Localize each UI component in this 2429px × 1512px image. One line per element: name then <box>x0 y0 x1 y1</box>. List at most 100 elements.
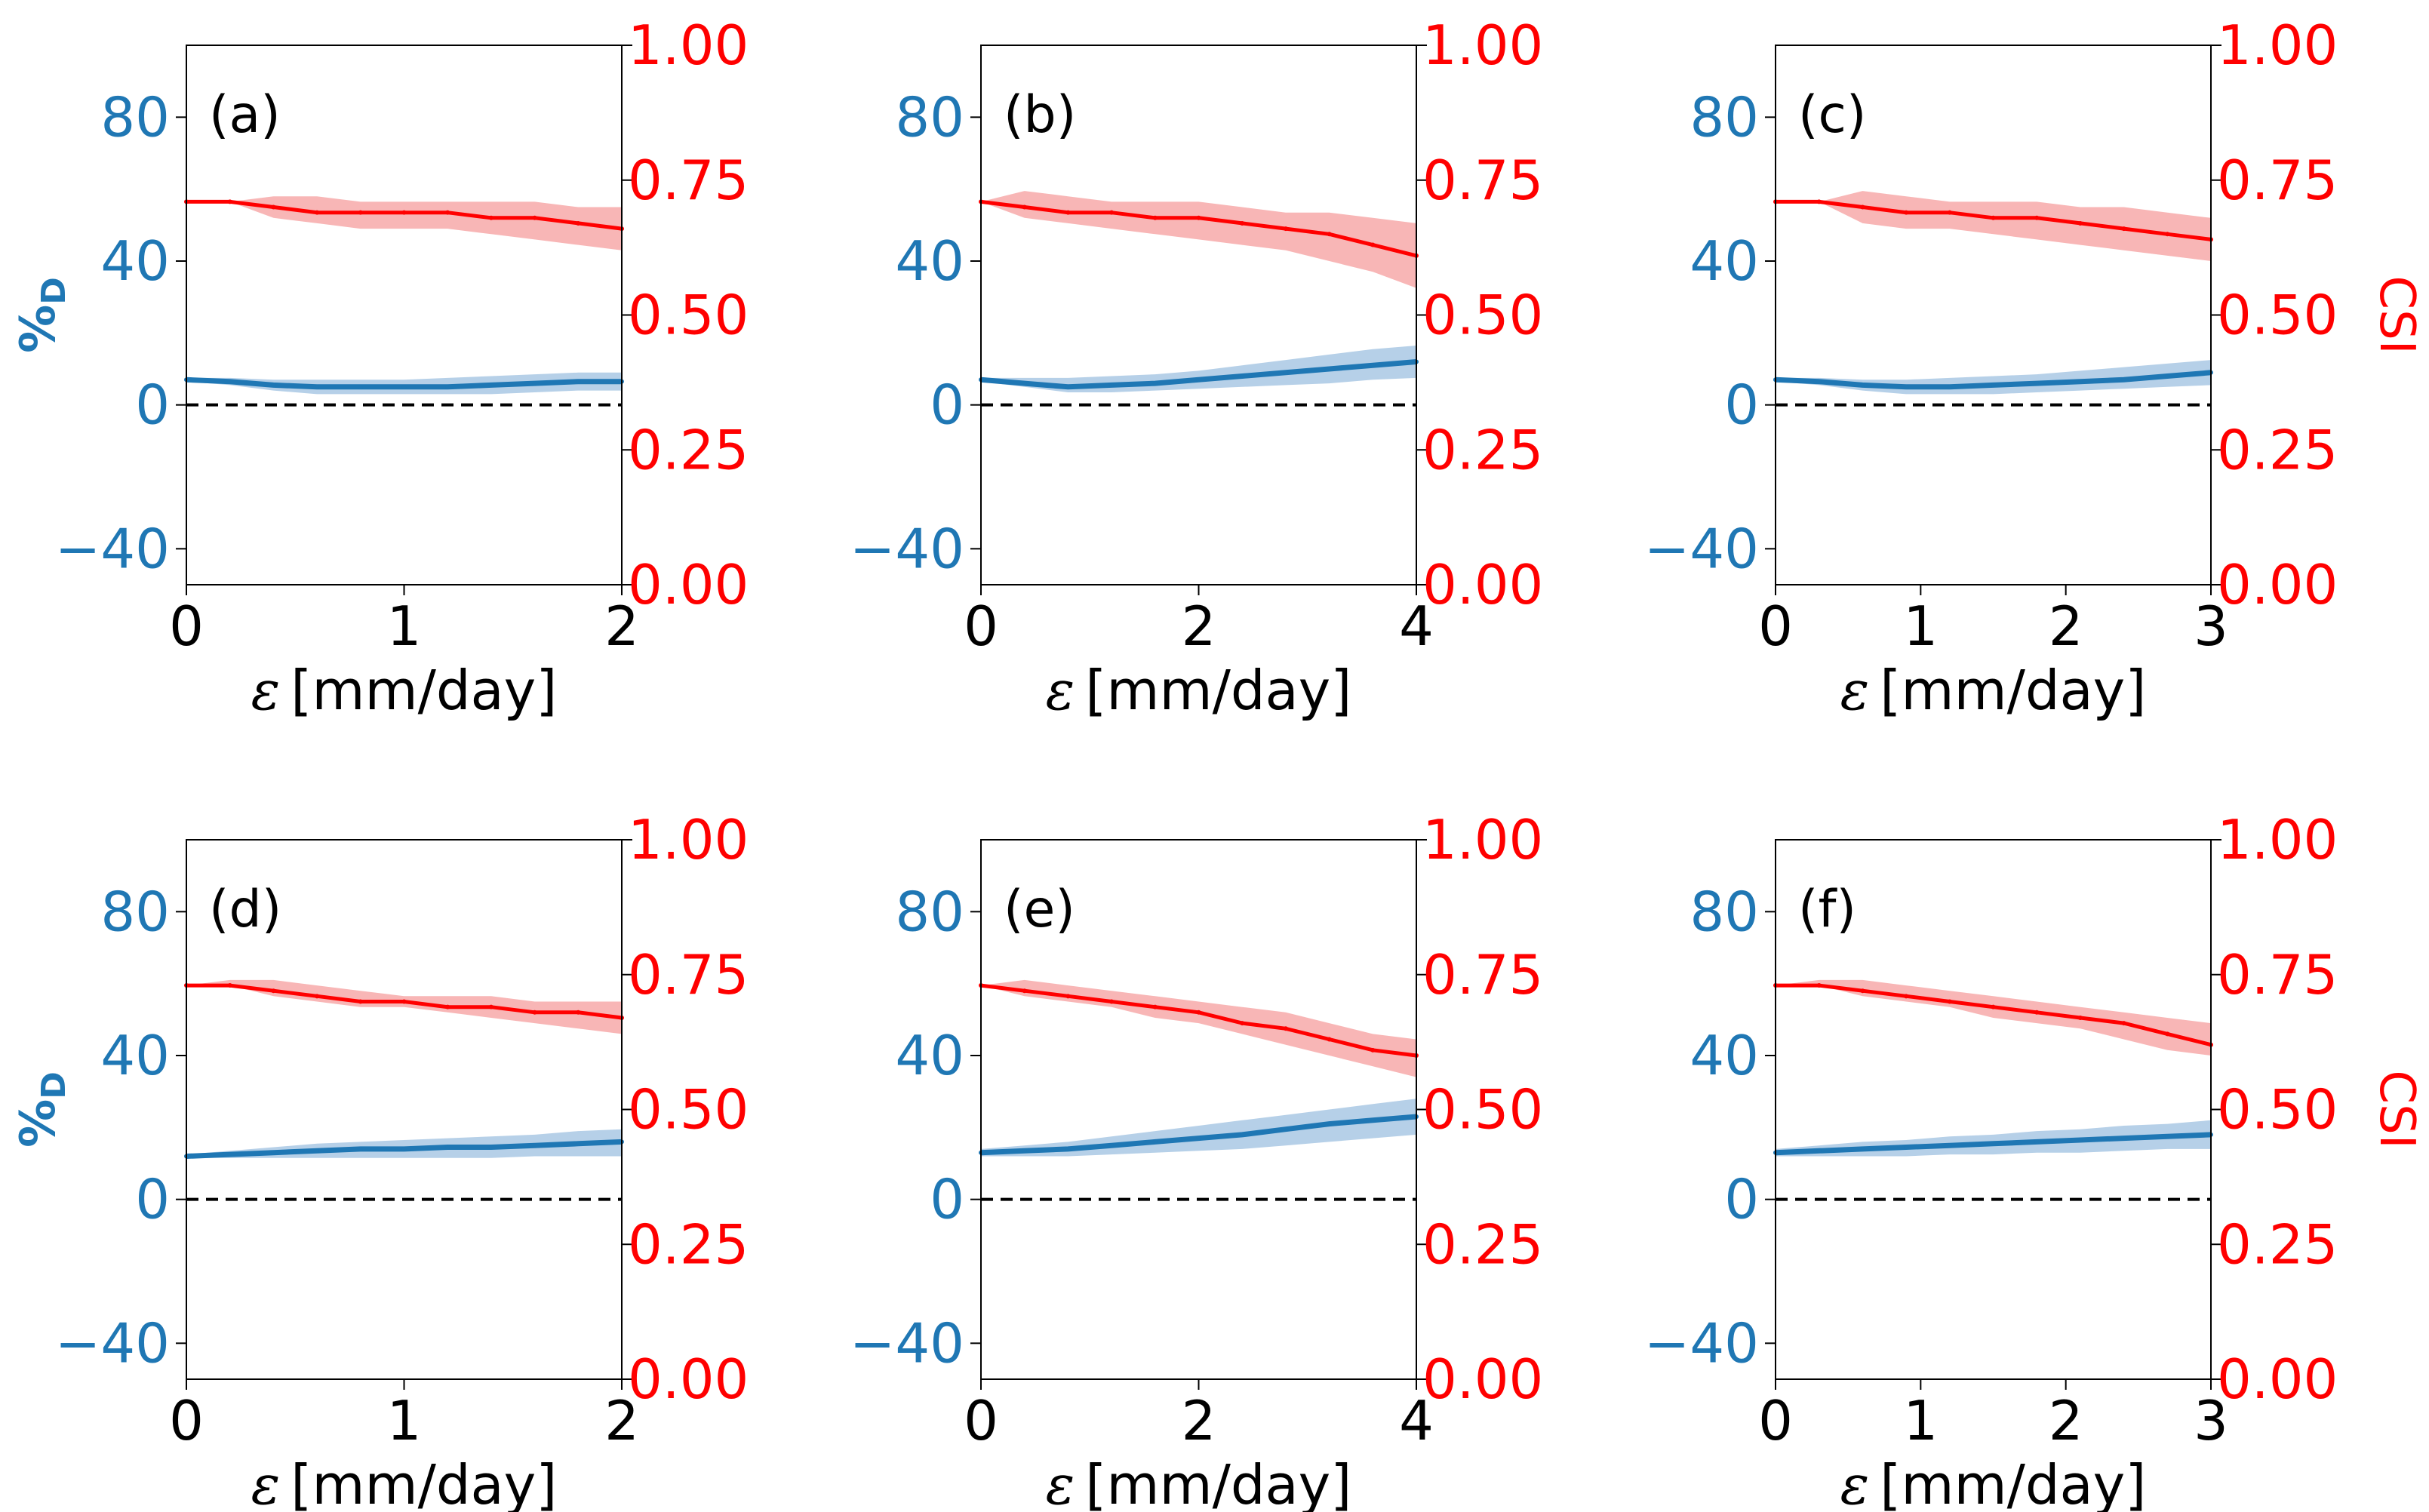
csi-uncertainty-band <box>981 191 1416 288</box>
left-y-tick-label: −40 <box>850 517 964 580</box>
x-axis-label-unit: [mm/day] <box>1880 1453 2146 1512</box>
left-y-tick-label: −40 <box>850 1311 964 1375</box>
x-axis-label-symbol: ε <box>1046 659 1075 722</box>
csi-point <box>2121 226 2126 232</box>
pct-d-point <box>1860 383 1865 388</box>
right-y-tick-label: 0.75 <box>628 149 749 212</box>
x-axis-label: ε [mm/day] <box>1046 1453 1352 1512</box>
pct-d-point <box>2121 377 2126 383</box>
csi-point <box>1152 1004 1158 1010</box>
pct-d-point <box>445 1145 450 1150</box>
left-y-tick-label: −40 <box>1644 1311 1759 1375</box>
x-tick-label: 1 <box>1903 595 1938 658</box>
csi-point <box>1947 210 1952 215</box>
left-y-tick-label: 0 <box>930 1168 964 1231</box>
pct-d-point <box>1022 381 1027 386</box>
csi-point <box>576 1010 581 1015</box>
pct-d-point <box>1947 384 1952 389</box>
pct-d-point <box>401 384 407 389</box>
left-y-axis-title-sub: D <box>35 1071 73 1099</box>
pct-d-point <box>271 1150 276 1155</box>
right-y-tick-label: 0.75 <box>2217 149 2338 212</box>
x-axis-label-unit: [mm/day] <box>291 1453 557 1512</box>
csi-point <box>1065 210 1071 215</box>
x-axis-label-unit: [mm/day] <box>1085 659 1351 722</box>
left-y-tick-label: 80 <box>895 880 964 943</box>
pct-d-point <box>1065 384 1071 389</box>
pct-d-point <box>488 383 493 388</box>
x-tick-label: 1 <box>387 1389 422 1452</box>
csi-point <box>2077 1015 2083 1020</box>
csi-point <box>488 215 493 220</box>
x-tick-label: 0 <box>964 1389 998 1452</box>
panel-label: (d) <box>209 880 281 939</box>
pct-d-point <box>1196 1136 1201 1141</box>
right-y-tick-label: 1.00 <box>1422 808 1543 871</box>
pct-d-point <box>532 1143 537 1148</box>
pct-d-point <box>1816 1148 1822 1154</box>
left-y-tick-label: 0 <box>930 373 964 437</box>
right-y-tick-label: 0.75 <box>1422 149 1543 212</box>
right-y-tick-label: 0.00 <box>1422 1348 1543 1411</box>
left-y-tick-label: −40 <box>55 517 170 580</box>
panel-label: (e) <box>1004 880 1075 939</box>
pct-d-point <box>358 384 363 389</box>
x-tick-label: 1 <box>1903 1389 1938 1452</box>
csi-point <box>1991 1004 1996 1010</box>
right-y-tick-label: 0.00 <box>2217 553 2338 616</box>
pct-d-point <box>271 383 276 388</box>
x-axis-label: ε [mm/day] <box>251 1453 558 1512</box>
csi-point <box>315 994 320 999</box>
pct-d-point <box>227 1152 232 1157</box>
csi-point <box>576 220 581 226</box>
pct-d-point <box>2077 379 2083 384</box>
pct-d-point <box>1860 1146 1865 1151</box>
csi-point <box>488 1004 493 1010</box>
csi-point <box>1991 215 1996 220</box>
left-y-axis-title: %D <box>11 277 73 353</box>
csi-point <box>271 204 276 210</box>
pct-d-point <box>488 1145 493 1150</box>
csi-point <box>227 199 232 204</box>
x-axis-label: ε [mm/day] <box>1840 1453 2147 1512</box>
left-y-tick-label: 40 <box>1690 229 1759 293</box>
pct-d-point <box>576 379 581 384</box>
right-y-tick-label: 1.00 <box>2217 14 2338 77</box>
x-tick-label: 2 <box>604 1389 639 1452</box>
left-y-tick-label: 0 <box>1724 1168 1759 1231</box>
right-y-tick-label: 0.00 <box>628 1348 749 1411</box>
pct-d-point <box>315 1148 320 1154</box>
csi-point <box>1109 999 1115 1004</box>
x-axis-label-symbol: ε <box>1046 1453 1075 1512</box>
csi-point <box>1904 210 1909 215</box>
pct-d-point <box>2077 1138 2083 1143</box>
csi-point <box>1065 994 1071 999</box>
csi-point <box>2165 1031 2170 1037</box>
pct-d-point <box>1904 1145 1909 1150</box>
csi-point <box>1327 232 1332 237</box>
panel-label: (b) <box>1004 85 1076 145</box>
x-tick-label: 0 <box>964 595 998 658</box>
left-y-tick-label: 40 <box>1690 1024 1759 1087</box>
csi-point <box>358 999 363 1004</box>
right-y-tick-label: 1.00 <box>1422 14 1543 77</box>
pct-d-uncertainty-band <box>186 372 622 395</box>
csi-point <box>2034 1010 2040 1015</box>
pct-d-point <box>1370 363 1376 368</box>
x-axis-label-unit: [mm/day] <box>1880 659 2146 722</box>
left-y-tick-label: −40 <box>1644 517 1759 580</box>
left-y-tick-label: 80 <box>1690 880 1759 943</box>
pct-d-point <box>1991 383 1996 388</box>
csi-point <box>1022 988 1027 994</box>
x-tick-label: 0 <box>169 1389 204 1452</box>
right-y-tick-label: 0.50 <box>2217 284 2338 347</box>
csi-point <box>401 210 407 215</box>
csi-point <box>1816 199 1822 204</box>
right-y-tick-label: 0.50 <box>628 1078 749 1142</box>
pct-d-point <box>1816 379 1822 384</box>
csi-uncertainty-band <box>1776 191 2211 261</box>
csi-point <box>445 1004 450 1010</box>
csi-point <box>1904 994 1909 999</box>
right-y-tick-label: 0.75 <box>2217 943 2338 1006</box>
